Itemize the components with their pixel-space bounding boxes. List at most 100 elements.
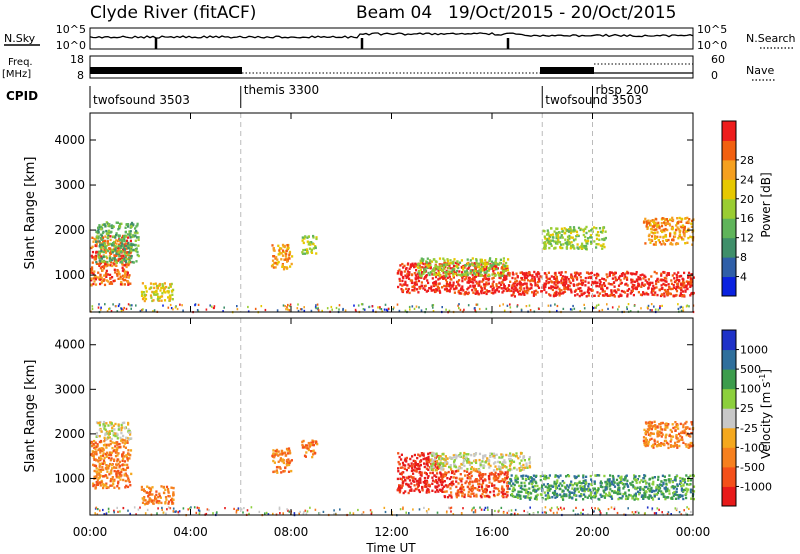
range-cell [555,232,558,235]
range-cell [644,275,647,279]
range-cell [472,492,475,495]
range-cell [110,248,114,252]
range-cell [599,493,602,496]
range-cell [464,481,467,485]
range-cell [149,491,152,494]
range-cell [442,464,445,468]
range-cell [530,492,533,495]
range-cell [427,455,430,459]
range-cell [413,453,416,457]
range-cell [665,284,668,287]
range-cell [398,462,401,466]
range-cell [547,493,550,497]
range-cell [93,469,96,473]
range-cell [596,274,599,278]
range-cell [485,263,488,266]
range-cell [108,444,111,447]
range-cell [155,501,158,504]
range-cell [519,469,522,472]
range-cell [410,489,413,492]
range-cell [116,310,119,313]
range-cell [127,256,130,259]
range-cell [449,287,452,290]
range-cell [289,303,292,306]
range-cell [589,488,592,492]
range-cell [555,278,559,282]
range-cell [118,466,121,469]
range-cell [122,308,125,312]
range-cell [104,263,107,266]
range-cell [440,264,443,267]
range-cell [100,447,103,450]
range-cell [448,494,451,497]
range-cell [655,272,658,275]
range-cell [592,489,595,492]
range-cell [144,499,147,502]
range-cell [538,278,541,281]
range-cell [680,274,683,278]
range-cell [305,451,308,454]
range-cell [442,473,445,476]
range-cell [97,477,100,480]
range-cell [438,257,442,260]
range-cell [560,271,563,274]
range-cell [689,279,693,283]
range-cell [686,229,689,232]
range-cell [664,290,667,293]
range-cell [573,492,576,495]
range-cell [686,490,689,493]
range-cell [477,470,480,474]
range-cell [413,480,416,483]
range-cell [545,274,548,277]
range-cell [513,285,516,288]
range-cell [480,273,483,277]
range-cell [308,442,311,445]
range-cell [591,280,594,284]
range-cell [95,260,98,264]
range-cell [150,286,153,289]
range-cell [136,222,139,226]
range-cell [563,281,566,284]
range-cell [466,288,469,291]
range-cell [457,489,460,492]
range-cell [480,483,484,487]
range-cell [393,306,395,309]
range-cell [682,484,685,487]
range-cell [647,219,650,222]
range-cell [129,304,131,307]
range-cell [114,248,117,251]
range-cell [625,482,628,485]
range-cell [644,242,647,245]
range-cell [315,237,318,241]
range-cell [501,274,504,277]
range-cell [553,482,556,485]
range-cell [565,287,568,290]
range-cell [565,246,569,250]
range-cell [428,259,432,262]
noise-right-tick-bottom: 10^0 [697,39,727,52]
range-cell [106,470,109,473]
range-cell [637,275,640,279]
range-cell [97,251,100,254]
range-cell [660,274,663,277]
range-cell [118,253,121,256]
range-cell [490,471,493,475]
range-cell [598,498,601,501]
range-cell [483,287,486,290]
range-cell [477,263,480,266]
range-cell [542,286,545,289]
range-cell [99,278,102,281]
range-cell [97,253,100,256]
range-cell [466,262,469,265]
range-cell [156,286,160,289]
range-cell [608,485,611,488]
range-cell [469,495,472,498]
range-cell [102,444,106,447]
range-cell [509,463,512,466]
range-cell [527,287,530,290]
range-cell [311,443,314,447]
range-cell [501,471,504,475]
range-cell [422,262,425,266]
range-cell [533,497,537,500]
range-cell [450,496,453,499]
